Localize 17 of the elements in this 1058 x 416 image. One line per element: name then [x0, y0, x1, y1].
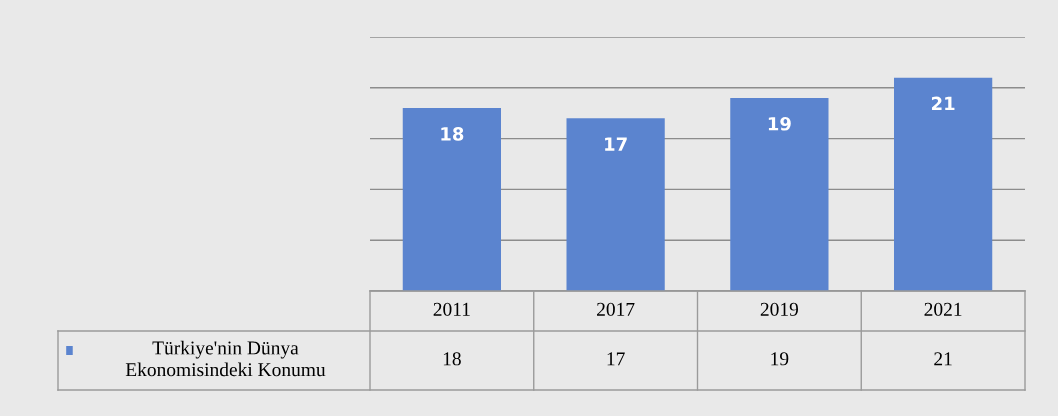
text: 19 [771, 352, 789, 366]
data-label: 21 [931, 96, 955, 110]
x-tick-label: 2019 [760, 302, 799, 316]
x-tick-label: 2011 [433, 302, 470, 316]
data-label: 18 [441, 127, 464, 141]
x-tick-label: 2017 [597, 302, 635, 316]
data-label: 17 [605, 137, 627, 151]
bar [566, 118, 665, 291]
data-label: 19 [768, 116, 791, 131]
text: 21 [934, 352, 952, 366]
text: 17 [607, 352, 625, 366]
text: Türkiye'nin Dünya Ekonomisindeki Konumu [125, 340, 326, 377]
bar [730, 97, 829, 291]
text: 18 [443, 352, 461, 366]
x-tick-label: 2021 [924, 302, 962, 316]
bar [894, 77, 993, 291]
bar [402, 108, 501, 291]
